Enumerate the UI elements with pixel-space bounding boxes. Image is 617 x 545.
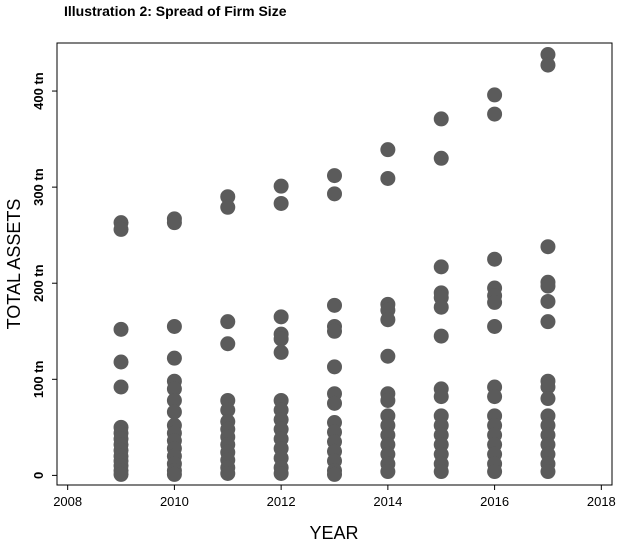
- scatter-point: [327, 395, 342, 411]
- x-tick-label: 2014: [373, 494, 402, 509]
- scatter-point: [166, 215, 182, 231]
- scatter-point: [487, 87, 503, 103]
- scatter-point: [487, 318, 503, 334]
- x-tick-label: 2016: [480, 494, 509, 509]
- scatter-point: [113, 221, 129, 237]
- scatter-point: [380, 312, 396, 328]
- y-tick-label: 400 tn: [31, 72, 46, 110]
- scatter-point: [433, 328, 449, 344]
- scatter-point: [220, 189, 236, 205]
- y-tick-label: 200 tn: [31, 264, 46, 302]
- scatter-point: [327, 186, 342, 202]
- scatter-point: [540, 239, 556, 255]
- scatter-point: [433, 111, 449, 127]
- scatter-point: [166, 350, 182, 366]
- scatter-point: [327, 323, 342, 339]
- scatter-point: [540, 391, 556, 407]
- scatter-point: [487, 106, 503, 122]
- scatter-point: [220, 402, 236, 418]
- scatter-point: [433, 259, 449, 275]
- scatter-point: [220, 465, 236, 481]
- scatter-point: [327, 297, 342, 313]
- scatter-point: [380, 170, 396, 186]
- plot-frame: [56, 42, 613, 486]
- scatter-point: [327, 168, 342, 184]
- scatter-point: [166, 392, 182, 408]
- scatter-point: [487, 389, 503, 405]
- x-tick-label: 2008: [53, 494, 82, 509]
- scatter-point: [220, 336, 236, 352]
- scatter-point: [166, 381, 182, 397]
- scatter-point: [327, 359, 342, 375]
- scatter-point: [327, 466, 342, 482]
- y-axis-label: TOTAL ASSETS: [4, 199, 24, 330]
- scatter-point: [380, 392, 396, 408]
- scatter-point: [540, 314, 556, 330]
- scatter-point: [540, 464, 556, 480]
- scatter-point: [380, 464, 396, 480]
- scatter-point: [220, 199, 236, 215]
- scatter-point: [113, 354, 129, 370]
- scatter-point: [540, 293, 556, 309]
- scatter-point: [273, 309, 289, 325]
- scatter-point: [540, 278, 556, 294]
- scatter-point: [433, 389, 449, 405]
- scatter-point: [433, 299, 449, 315]
- scatter-point: [540, 379, 556, 395]
- x-tick-label: 2018: [587, 494, 616, 509]
- x-tick-label: 2010: [160, 494, 189, 509]
- y-tick-label: 300 tn: [31, 168, 46, 206]
- scatter-point: [433, 464, 449, 480]
- scatter-point: [166, 404, 182, 420]
- scatter-point: [273, 331, 289, 347]
- scatter-point: [273, 178, 289, 194]
- scatter-point: [487, 251, 503, 267]
- chart-title: Illustration 2: Spread of Firm Size: [64, 3, 287, 19]
- x-tick-label: 2012: [267, 494, 296, 509]
- y-tick-label: 100 tn: [31, 360, 46, 398]
- scatter-point: [273, 465, 289, 481]
- scatter-point: [540, 57, 556, 73]
- scatter-point: [166, 466, 182, 482]
- scatter-point: [113, 321, 129, 337]
- scatter-point: [273, 344, 289, 360]
- scatter-point: [166, 318, 182, 334]
- scatter-point: [380, 142, 396, 158]
- scatter-point: [433, 150, 449, 166]
- scatter-point: [113, 379, 129, 395]
- scatter-point: [487, 294, 503, 310]
- y-tick-label: 0: [31, 472, 46, 479]
- scatter-point: [487, 464, 503, 480]
- scatter-point: [273, 195, 289, 211]
- scatter-point: [113, 466, 129, 482]
- x-axis-label: YEAR: [309, 523, 358, 543]
- scatter-point: [220, 314, 236, 330]
- scatter-point: [380, 348, 396, 364]
- scatter-point: [540, 47, 556, 63]
